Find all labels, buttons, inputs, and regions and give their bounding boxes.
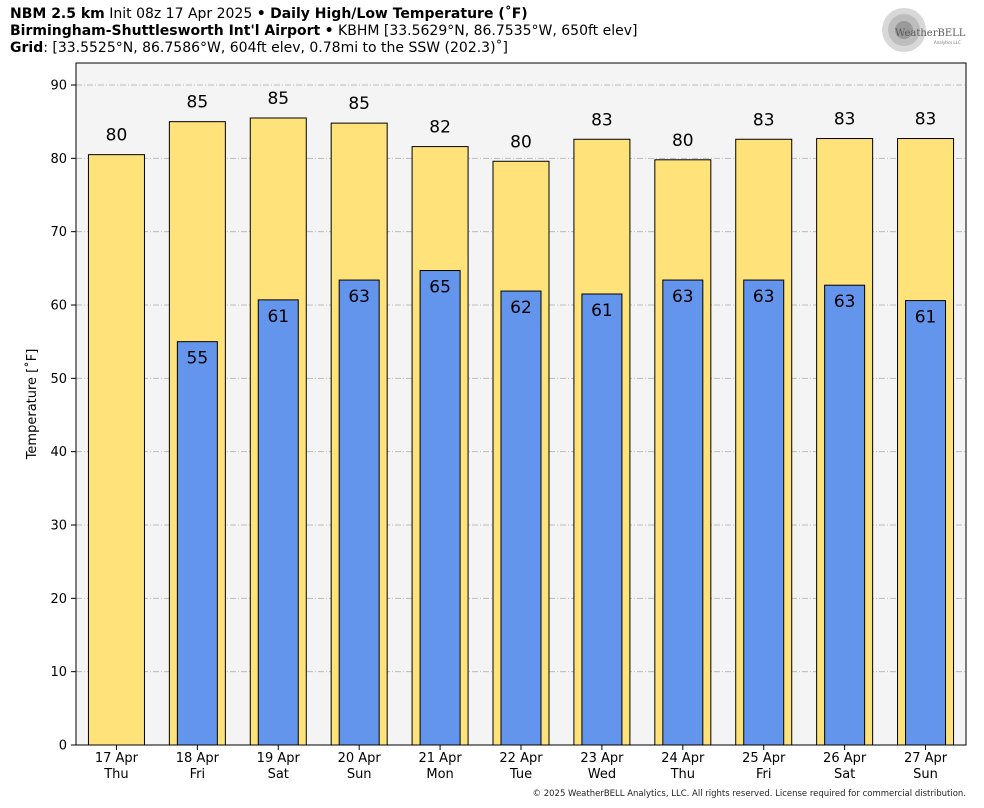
logo-text: WeatherBELL xyxy=(895,28,966,39)
high-temp-label: 83 xyxy=(591,110,613,130)
high-temp-label: 83 xyxy=(834,110,856,130)
product-title: Daily High/Low Temperature (˚F) xyxy=(270,6,528,22)
low-temp-bar xyxy=(338,279,380,746)
x-tick-label-day: Wed xyxy=(588,767,616,782)
x-tick-label-date: 22 Apr xyxy=(499,751,543,766)
y-tick-label: 30 xyxy=(50,519,67,534)
header-separator: • xyxy=(256,6,266,22)
copyright-notice: © 2025 WeatherBELL Analytics, LLC. All r… xyxy=(532,789,966,799)
x-tick-label-date: 21 Apr xyxy=(419,751,463,766)
header-line-2: Birmingham-Shuttlesworth Int'l Airport •… xyxy=(10,23,637,40)
init-time: Init 08z 17 Apr 2025 xyxy=(109,6,253,22)
y-tick-label: 40 xyxy=(50,445,67,460)
y-axis-label: Temperature [˚F] xyxy=(24,349,40,461)
weatherbell-logo: WeatherBELL Analytics LLC xyxy=(882,8,966,52)
low-temp-bar xyxy=(743,279,785,746)
x-tick-label-day: Thu xyxy=(670,767,695,782)
low-temp-bar xyxy=(905,300,947,746)
low-temp-bar xyxy=(824,284,866,746)
logo-subtext: Analytics LLC xyxy=(934,40,961,45)
high-temp-label: 85 xyxy=(267,89,289,109)
x-tick-label-day: Tue xyxy=(509,767,532,782)
low-temp-bar xyxy=(662,279,704,746)
low-temp-label: 62 xyxy=(510,298,532,318)
x-tick-label-date: 27 Apr xyxy=(904,751,948,766)
grid-label: Grid xyxy=(10,40,44,56)
low-temp-label: 61 xyxy=(267,307,289,327)
x-tick-label-date: 18 Apr xyxy=(176,751,220,766)
high-temp-label: 80 xyxy=(672,131,694,151)
low-temp-label: 63 xyxy=(753,287,775,307)
high-temp-label: 82 xyxy=(429,118,451,138)
x-tick-label-day: Sun xyxy=(913,767,938,782)
high-temp-bar xyxy=(87,154,145,746)
station-name: Birmingham-Shuttlesworth Int'l Airport xyxy=(10,23,321,39)
low-temp-bar xyxy=(419,270,461,746)
x-tick-label-day: Fri xyxy=(190,767,206,782)
x-tick-label-day: Sun xyxy=(347,767,372,782)
low-temp-bar xyxy=(581,293,623,746)
y-tick-label: 20 xyxy=(50,592,67,607)
x-tick-label-day: Sat xyxy=(268,767,289,782)
x-tick-label-date: 25 Apr xyxy=(742,751,786,766)
x-tick-label-day: Thu xyxy=(103,767,128,782)
low-temp-label: 61 xyxy=(591,301,613,321)
x-tick-label-date: 26 Apr xyxy=(823,751,867,766)
bars xyxy=(87,117,955,746)
high-temp-label: 83 xyxy=(753,110,775,130)
x-tick-label-date: 19 Apr xyxy=(257,751,301,766)
low-temp-label: 63 xyxy=(348,287,370,307)
x-tick-label-day: Sat xyxy=(834,767,855,782)
y-tick-label: 60 xyxy=(50,299,67,314)
low-temp-label: 63 xyxy=(672,287,694,307)
x-tick-label-day: Mon xyxy=(426,767,453,782)
y-tick-label: 10 xyxy=(50,665,67,680)
low-temp-label: 55 xyxy=(187,349,209,369)
x-tick-label-date: 24 Apr xyxy=(661,751,705,766)
high-temp-label: 80 xyxy=(510,132,532,152)
low-temp-bar xyxy=(500,290,542,746)
header-line-3: Grid: [33.5525°N, 86.7586°W, 604ft elev,… xyxy=(10,40,508,57)
low-temp-bar xyxy=(176,341,218,746)
station-info: KBHM [33.5629°N, 86.7535°W, 650ft elev] xyxy=(338,23,638,39)
y-tick-label: 50 xyxy=(50,372,67,387)
low-temp-bar xyxy=(257,299,299,746)
x-tick-label-date: 20 Apr xyxy=(338,751,382,766)
grid-info: : [33.5525°N, 86.7586°W, 604ft elev, 0.7… xyxy=(43,40,509,56)
high-temp-label: 85 xyxy=(348,94,370,114)
x-tick-label-day: Fri xyxy=(756,767,772,782)
bar-value-labels: 80 85 55 85 61 85 63 82 65 80 62 83 61 80 63 83 63 83 63 83… xyxy=(106,89,937,369)
y-tick-label: 0 xyxy=(59,739,67,754)
header-separator: • xyxy=(324,23,334,39)
x-tick-label-date: 17 Apr xyxy=(95,751,139,766)
header-line-1: NBM 2.5 km Init 08z 17 Apr 2025 • Daily … xyxy=(10,6,528,23)
low-temp-label: 65 xyxy=(429,278,451,298)
x-tick-label-date: 23 Apr xyxy=(580,751,624,766)
high-temp-label: 80 xyxy=(106,126,128,146)
low-temp-label: 61 xyxy=(915,308,937,328)
low-temp-label: 63 xyxy=(834,292,856,312)
model-name: NBM 2.5 km xyxy=(10,6,105,22)
y-tick-label: 90 xyxy=(50,79,67,94)
y-tick-label: 80 xyxy=(50,152,67,167)
high-temp-label: 85 xyxy=(187,93,209,113)
high-temp-label: 83 xyxy=(915,110,937,130)
y-tick-label: 70 xyxy=(50,225,67,240)
